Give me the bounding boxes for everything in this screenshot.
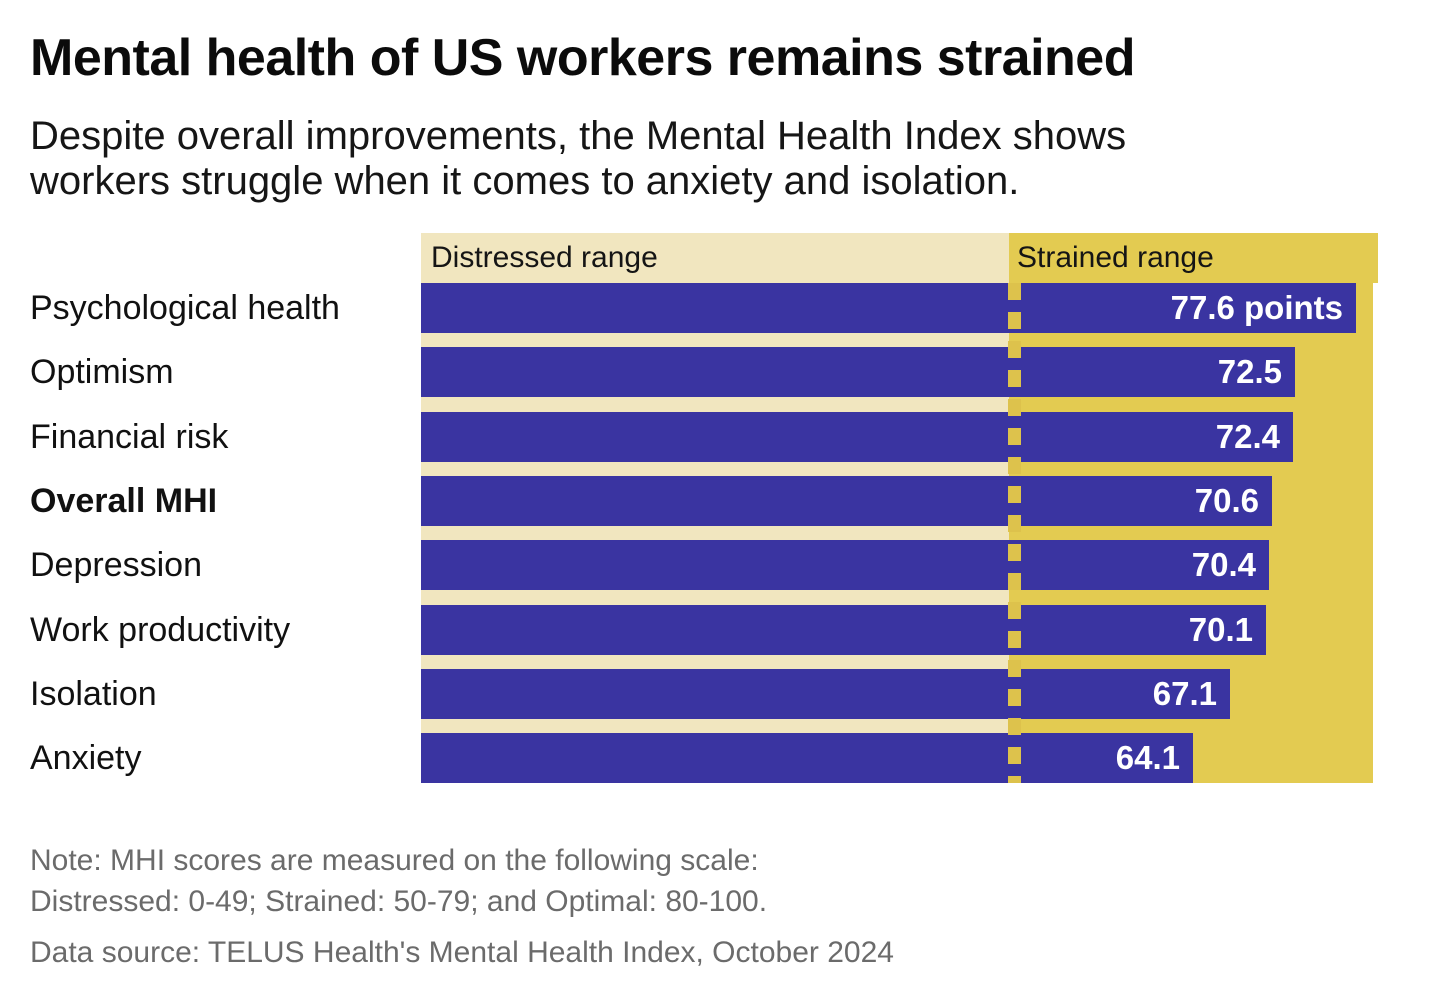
bar: 70.4 <box>421 540 1269 590</box>
subtitle-line-2: workers struggle when it comes to anxiet… <box>30 159 1020 203</box>
value-label: 70.4 <box>1191 546 1256 583</box>
value-label: 67.1 <box>1152 675 1217 712</box>
category-label: Psychological health <box>30 288 340 327</box>
note-line-2: Distressed: 0-49; Strained: 50-79; and O… <box>30 885 768 918</box>
bar: 72.5 <box>421 347 1295 397</box>
category-label: Depression <box>30 545 202 584</box>
value-label: 72.4 <box>1215 418 1280 455</box>
bar: 72.4 <box>421 412 1293 462</box>
bar: 67.1 <box>421 669 1230 719</box>
value-label: 77.6 points <box>1170 289 1343 326</box>
threshold-dashed-line <box>1008 283 1021 783</box>
page-title: Mental health of US workers remains stra… <box>30 29 1136 87</box>
bar: 70.6 <box>421 476 1272 526</box>
bar-rows: Psychological health 77.6 points Optimism 7… <box>0 283 1440 783</box>
bar-row: Overall MHI 70.6 <box>0 476 1440 526</box>
category-label: Optimism <box>30 352 174 391</box>
bar-row: Isolation 67.1 <box>0 669 1440 719</box>
band-strained-header-extension <box>1373 233 1378 283</box>
value-label: 64.1 <box>1115 739 1180 776</box>
band-label-distressed: Distressed range <box>431 241 658 274</box>
category-label: Work productivity <box>30 610 291 649</box>
bar-row: Anxiety 64.1 <box>0 733 1440 783</box>
bar: 64.1 <box>421 733 1193 783</box>
footnote: Note: MHI scores are measured on the fol… <box>30 840 767 922</box>
band-label-strained: Strained range <box>1017 241 1214 274</box>
data-source: Data source: TELUS Health's Mental Healt… <box>30 936 894 969</box>
bar-row: Financial risk 72.4 <box>0 412 1440 462</box>
bar: 77.6 points <box>421 283 1356 333</box>
page-subtitle: Despite overall improvements, the Mental… <box>30 114 1126 204</box>
subtitle-line-1: Despite overall improvements, the Mental… <box>30 114 1127 158</box>
bar: 70.1 <box>421 605 1266 655</box>
category-label: Isolation <box>30 674 157 713</box>
category-label: Anxiety <box>30 738 142 777</box>
bar-row: Optimism 72.5 <box>0 347 1440 397</box>
bar-row: Depression 70.4 <box>0 540 1440 590</box>
bar-row: Psychological health 77.6 points <box>0 283 1440 333</box>
value-label: 72.5 <box>1217 353 1282 390</box>
value-label: 70.1 <box>1188 611 1253 648</box>
category-label: Overall MHI <box>30 481 218 520</box>
bar-row: Work productivity 70.1 <box>0 605 1440 655</box>
value-label: 70.6 <box>1194 482 1259 519</box>
note-line-1: Note: MHI scores are measured on the fol… <box>30 844 759 877</box>
mhi-bar-chart: Distressed range Strained range Psycholo… <box>0 233 1440 783</box>
category-label: Financial risk <box>30 417 229 456</box>
